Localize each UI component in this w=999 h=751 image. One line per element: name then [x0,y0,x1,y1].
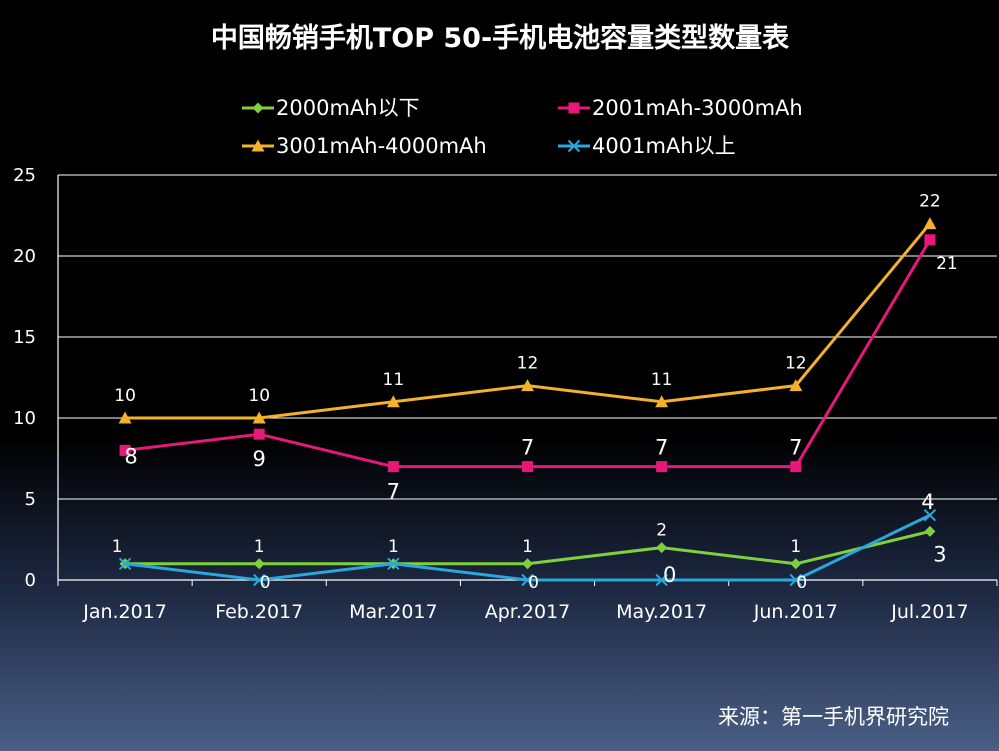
series-1-point [253,558,265,570]
data-label: 4 [921,490,934,514]
data-label: 7 [789,436,802,460]
series-2-point [790,461,802,473]
legend: 2000mAh以下 2001mAh-3000mAh 3001mAh-4000mAh 4… [242,96,803,158]
data-label: 0 [663,563,676,587]
data-label: 10 [248,386,270,406]
series-4-point [789,573,802,587]
series-3-point [386,395,400,408]
y-tick-label: 5 [25,489,36,510]
series-1-point [924,525,936,537]
legend-swatch-marker [251,139,265,152]
series-3-point [789,379,803,392]
series-2-point [522,461,533,473]
legend-label: 2000mAh以下 [276,96,420,120]
series-4-point [118,557,132,571]
series-3-point [118,411,132,424]
series-1-point [656,542,668,554]
data-label: 1 [522,537,533,557]
x-tick-label: Jun.2017 [753,601,838,623]
x-tick-label: Jul.2017 [890,601,968,623]
data-label: 21 [936,254,958,274]
series-4-point [521,573,534,587]
y-tick-label: 15 [13,327,36,348]
legend-label: 3001mAh-4000mAh [276,134,487,158]
data-label: 12 [785,354,807,374]
x-tick-label: Jan.2017 [82,601,167,623]
legend-swatch-marker [568,102,580,114]
x-tick-label: Mar.2017 [349,601,438,623]
data-label: 0 [260,573,271,593]
data-label: 22 [919,192,941,212]
series-2-point [387,461,399,473]
legend-label: 4001mAh以上 [592,134,736,158]
legend-item: 2000mAh以下 [242,96,420,120]
legend-swatch-marker [567,139,581,153]
y-tick-label: 10 [13,408,36,429]
data-label: 7 [655,436,668,460]
source-note: 来源：第一手机界研究院 [718,705,949,729]
data-label: 1 [254,537,265,557]
chart-title: 中国畅销手机TOP 50-手机电池容量类型数量表 [211,22,789,54]
legend-swatch-marker [252,102,264,114]
legend-item: 3001mAh-4000mAh [242,134,487,158]
x-tick-label: Feb.2017 [215,601,303,623]
legend-item: 4001mAh以上 [558,134,736,158]
data-label: 3 [933,542,946,566]
x-tick-label: Apr.2017 [485,601,571,623]
data-label: 11 [383,370,405,390]
x-tick-label: May.2017 [616,601,707,623]
data-label: 7 [387,480,400,504]
data-label: 10 [114,386,136,406]
series-2-point [119,444,131,456]
data-label: 2 [656,521,667,541]
data-label: 0 [796,573,807,593]
data-label: 1 [112,537,123,557]
series-3-point [923,217,937,230]
legend-label: 2001mAh-3000mAh [592,96,803,120]
series-3-point [252,411,266,424]
data-label: 1 [790,537,801,557]
series-2-point [253,428,265,440]
series-4-point [923,508,937,522]
series-4-point [253,573,266,587]
data-label: 0 [528,573,539,593]
series-3-point [655,395,669,408]
data-label: 8 [124,444,137,468]
data-label: 1 [388,537,399,557]
data-label: 12 [517,354,539,374]
series-2-point [924,234,936,246]
legend-item: 2001mAh-3000mAh [558,96,803,120]
y-tick-label: 20 [13,246,36,267]
data-label: 9 [253,447,266,471]
series-4-point [655,573,668,587]
data-label: 11 [651,370,673,390]
series-2-point [656,461,668,473]
series-1-point [522,558,533,570]
y-tick-label: 0 [25,570,36,591]
y-tick-label: 25 [13,165,36,186]
series-1-point [790,558,802,570]
series-3-point [521,379,534,392]
series-layer [118,217,937,587]
series-4-point [387,557,400,571]
data-label: 7 [521,436,534,460]
